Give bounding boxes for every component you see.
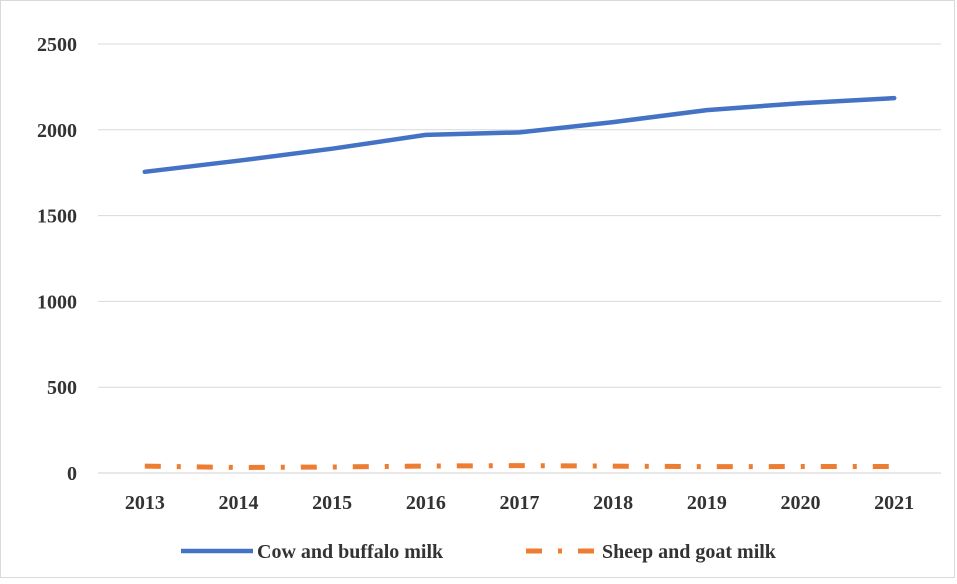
- series-lines: [145, 98, 894, 467]
- y-tick-label: 1500: [37, 206, 77, 228]
- x-tick-label: 2014: [219, 492, 259, 514]
- x-tick-label: 2015: [312, 492, 352, 514]
- y-tick-label: 2500: [37, 34, 77, 56]
- x-tick-label: 2020: [781, 492, 821, 514]
- y-tick-label: 1000: [37, 291, 77, 313]
- x-tick-label: 2019: [687, 492, 727, 514]
- legend: Cow and buffalo milk Sheep and goat milk: [181, 541, 777, 563]
- x-tick-label: 2017: [500, 492, 540, 514]
- x-tick-label: 2021: [874, 492, 914, 514]
- gridlines: [98, 44, 941, 387]
- x-tick-label: 2016: [406, 492, 446, 514]
- y-axis-tick-labels: 0 500 1000 1500 2000 2500: [37, 34, 77, 485]
- y-tick-label: 2000: [37, 120, 77, 142]
- legend-label-1: Cow and buffalo milk: [257, 541, 444, 563]
- y-tick-label: 0: [67, 463, 77, 485]
- y-tick-label: 500: [47, 377, 77, 399]
- x-tick-label: 2013: [125, 492, 165, 514]
- legend-label-2: Sheep and goat milk: [602, 541, 777, 563]
- x-tick-label: 2018: [593, 492, 633, 514]
- x-axis-tick-labels: 2013 2014 2015 2016 2017 2018 2019 2020 2021: [125, 492, 914, 514]
- series-line-1: [145, 98, 894, 172]
- series-line-2: [145, 466, 894, 468]
